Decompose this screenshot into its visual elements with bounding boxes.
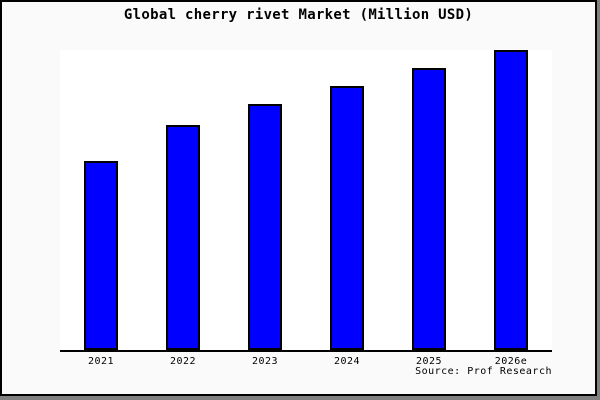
source-text: Source: Prof Research [415,366,552,377]
bar-slot [388,50,470,350]
x-tick-label-2022: 2022 [169,356,197,367]
x-tick-label-2025: 2025 [415,356,443,367]
x-tick-label-2024: 2024 [333,356,361,367]
bar-slot [224,50,306,350]
chart-title: Global cherry rivet Market (Million USD) [123,7,474,23]
bar-slot [470,50,552,350]
x-axis-labels: 2021 2022 2023 2024 2025 2026e [60,356,552,367]
bar-slot [306,50,388,350]
x-tick-label-2023: 2023 [251,356,279,367]
bar-2025 [412,68,446,350]
bar-2026e [494,50,528,350]
plot-area [60,50,552,352]
x-tick-label-2021: 2021 [87,356,115,367]
bar-2022 [166,125,200,350]
bar-2024 [330,86,364,350]
bar-2021 [84,161,118,350]
x-tick-label-2026e: 2026e [494,356,528,367]
bar-2023 [248,104,282,350]
bar-slot [142,50,224,350]
bar-slot [60,50,142,350]
bars-container [60,50,552,350]
